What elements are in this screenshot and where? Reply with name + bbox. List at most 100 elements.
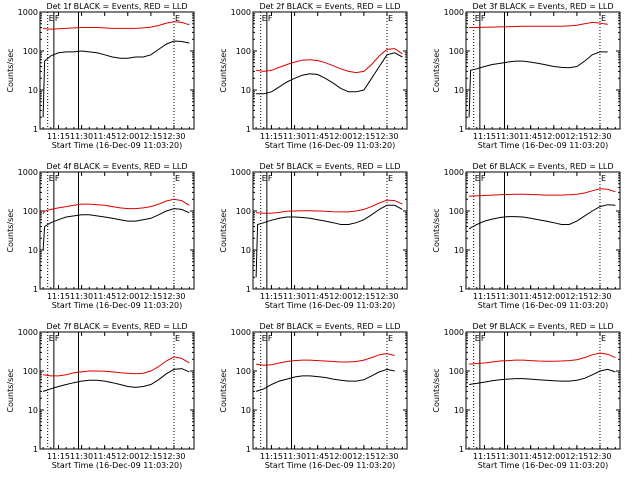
y-tick-label: 1 xyxy=(246,125,251,134)
time-marker-letter: F xyxy=(268,14,273,23)
x-tick-label: 12:00 xyxy=(542,292,565,301)
series-line-events xyxy=(468,204,616,230)
x-tick-label: 11:45 xyxy=(519,452,542,461)
x-tick-label: 12:15 xyxy=(565,132,588,141)
y-tick-label: 10 xyxy=(454,246,464,255)
x-tick-label: 12:00 xyxy=(329,292,352,301)
x-tick-label: 12:30 xyxy=(162,132,185,141)
chart-title: Det 6f BLACK = Events, RED = LLD xyxy=(472,162,613,171)
series-line-events xyxy=(42,40,190,118)
time-marker-letter: E xyxy=(601,14,606,23)
y-tick-label: 10 xyxy=(241,406,251,415)
chart-panel-7: Det 7f BLACK = Events, RED = LLD 1 10 100 10… xyxy=(6,322,195,470)
series-line-lld xyxy=(43,21,190,30)
x-tick-label: 12:00 xyxy=(542,132,565,141)
series-line-events xyxy=(42,208,190,251)
chart-title: Det 1f BLACK = Events, RED = LLD xyxy=(46,2,187,11)
y-tick-label: 100 xyxy=(236,47,251,56)
y-tick-label: 10 xyxy=(28,86,38,95)
chart-panel-6: Det 6f BLACK = Events, RED = LLD 1 10 100 10… xyxy=(432,162,621,310)
x-tick-label: 12:00 xyxy=(116,132,139,141)
y-axis-label: Counts/sec xyxy=(432,368,441,412)
y-axis-label: Counts/sec xyxy=(432,48,441,92)
y-tick-label: 1 xyxy=(33,445,38,454)
time-marker-letter: F xyxy=(55,174,60,183)
y-tick-label: 1000 xyxy=(444,168,464,177)
y-axis-label: Counts/sec xyxy=(6,208,15,252)
x-axis-label: Start Time (16-Dec-09 11:03:20) xyxy=(478,301,609,310)
x-tick-label: 12:30 xyxy=(375,452,398,461)
x-tick-label: 11:45 xyxy=(519,132,542,141)
x-tick-label: 12:15 xyxy=(565,452,588,461)
plot-frame xyxy=(465,331,621,450)
x-axis-label: Start Time (16-Dec-09 11:03:20) xyxy=(52,301,183,310)
chart-title: Det 2f BLACK = Events, RED = LLD xyxy=(259,2,400,11)
x-axis-label: Start Time (16-Dec-09 11:03:20) xyxy=(265,301,396,310)
time-marker-letter: E xyxy=(262,174,267,183)
x-tick-label: 11:30 xyxy=(496,292,519,301)
time-marker-letter: F xyxy=(268,174,273,183)
plot-frame xyxy=(465,11,621,130)
y-axis-label: Counts/sec xyxy=(6,368,15,412)
series-line-lld xyxy=(469,188,616,197)
x-tick-label: 11:15 xyxy=(473,292,496,301)
y-tick-label: 100 xyxy=(449,47,464,56)
x-tick-label: 11:15 xyxy=(260,292,283,301)
time-marker-letter: E xyxy=(601,174,606,183)
series-line-events xyxy=(469,368,616,385)
x-tick-label: 11:30 xyxy=(70,452,93,461)
x-tick-label: 11:15 xyxy=(473,452,496,461)
time-marker-letter: E xyxy=(262,14,267,23)
time-marker-letter: E xyxy=(262,334,267,343)
x-tick-label: 11:45 xyxy=(306,132,329,141)
x-tick-label: 11:15 xyxy=(47,132,70,141)
x-tick-label: 11:30 xyxy=(283,452,306,461)
y-tick-label: 100 xyxy=(449,367,464,376)
time-marker-letter: E xyxy=(49,334,54,343)
y-tick-label: 1 xyxy=(459,125,464,134)
y-tick-label: 100 xyxy=(236,367,251,376)
x-tick-label: 11:45 xyxy=(93,452,116,461)
y-tick-label: 100 xyxy=(23,367,38,376)
y-tick-label: 10 xyxy=(28,406,38,415)
time-marker-letter: E xyxy=(388,334,393,343)
time-marker-letter: E xyxy=(175,334,180,343)
series-line-events xyxy=(256,52,403,95)
series-line-lld xyxy=(256,199,403,214)
x-tick-label: 11:15 xyxy=(260,452,283,461)
chart-title: Det 5f BLACK = Events, RED = LLD xyxy=(259,162,400,171)
x-tick-label: 11:15 xyxy=(473,132,496,141)
chart-title: Det 4f BLACK = Events, RED = LLD xyxy=(46,162,187,171)
time-marker-letter: E xyxy=(475,174,480,183)
x-tick-label: 12:15 xyxy=(139,132,162,141)
x-axis-label: Start Time (16-Dec-09 11:03:20) xyxy=(265,141,396,150)
x-tick-label: 11:45 xyxy=(93,132,116,141)
x-axis-label: Start Time (16-Dec-09 11:03:20) xyxy=(265,461,396,470)
x-tick-label: 12:30 xyxy=(588,452,611,461)
chart-panel-4: Det 4f BLACK = Events, RED = LLD 1 10 100 10… xyxy=(6,162,195,310)
series-line-lld xyxy=(256,48,403,74)
time-marker-letter: E xyxy=(49,174,54,183)
time-marker-letter: F xyxy=(55,14,60,23)
y-tick-label: 10 xyxy=(454,406,464,415)
y-tick-label: 10 xyxy=(241,246,251,255)
plot-frame xyxy=(252,331,408,450)
y-tick-label: 1 xyxy=(459,445,464,454)
chart-title: Det 9f BLACK = Events, RED = LLD xyxy=(472,322,613,331)
chart-panel-1: Det 1f BLACK = Events, RED = LLD 1 10 100 10… xyxy=(6,2,195,150)
x-tick-label: 11:45 xyxy=(93,292,116,301)
time-marker-letter: F xyxy=(268,334,273,343)
x-tick-label: 12:30 xyxy=(162,452,185,461)
time-marker-letter: F xyxy=(55,334,60,343)
series-line-lld xyxy=(43,356,190,377)
time-marker-letter: E xyxy=(475,14,480,23)
x-tick-label: 11:30 xyxy=(283,292,306,301)
y-tick-label: 1 xyxy=(246,445,251,454)
y-tick-label: 1 xyxy=(459,285,464,294)
series-line-lld xyxy=(256,353,395,366)
x-axis-label: Start Time (16-Dec-09 11:03:20) xyxy=(478,461,609,470)
x-tick-label: 12:00 xyxy=(329,132,352,141)
y-tick-label: 100 xyxy=(23,207,38,216)
x-tick-label: 12:30 xyxy=(588,132,611,141)
time-marker-letter: E xyxy=(175,14,180,23)
